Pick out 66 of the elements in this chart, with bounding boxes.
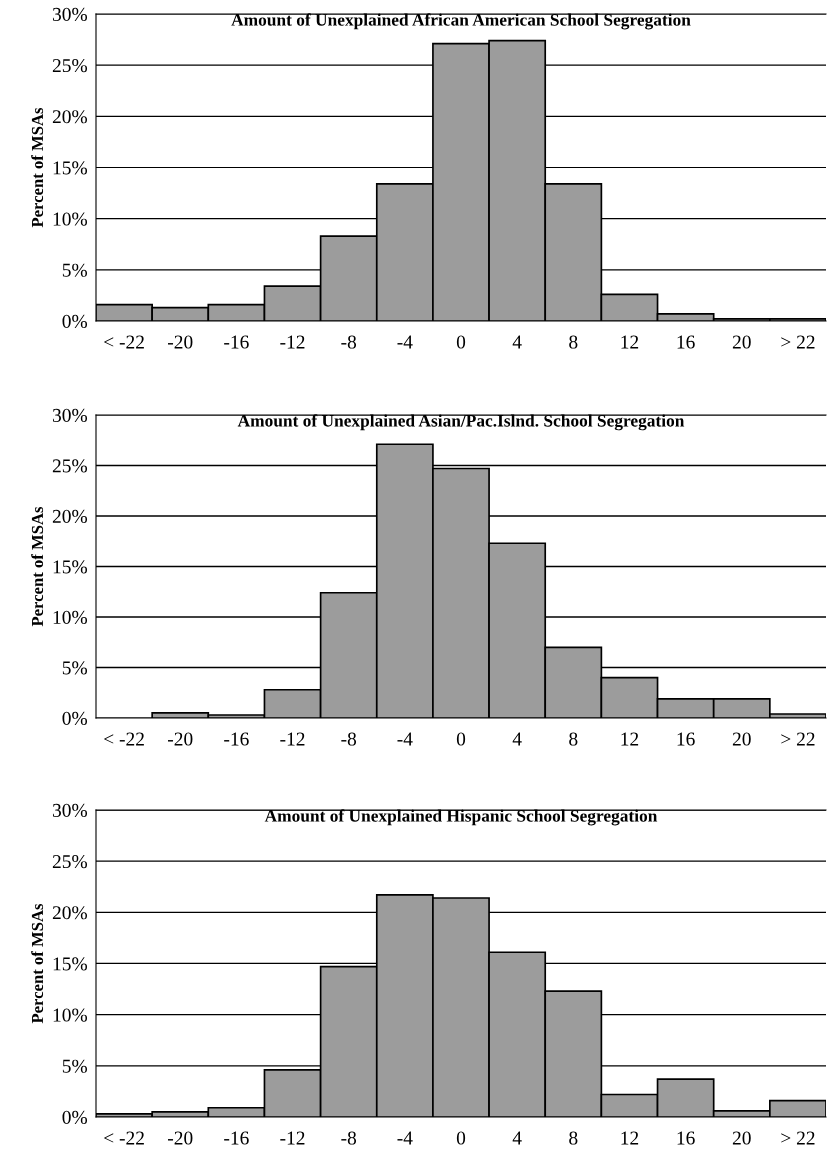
y-axis-title: Percent of MSAs xyxy=(31,506,44,627)
x-tick-label: -20 xyxy=(167,732,193,746)
x-tick-label: 0 xyxy=(456,335,466,349)
chart-title: Amount of Unexplained Asian/Pac.Islnd. School Segregation xyxy=(237,414,685,431)
x-tick-label: -16 xyxy=(224,1131,249,1145)
x-tick-label: 8 xyxy=(569,1131,578,1145)
x-tick-label: -20 xyxy=(167,1131,193,1145)
y-tick-label: 20% xyxy=(52,509,87,523)
x-tick-label: 20 xyxy=(732,732,751,746)
y-tick-label: 0% xyxy=(62,314,87,328)
x-tick-label: 12 xyxy=(621,1131,639,1145)
y-tick-label: 5% xyxy=(62,1059,87,1073)
y-tick-label: 10% xyxy=(53,212,87,226)
y-tick-label: 25% xyxy=(52,854,87,869)
x-tick-label: -16 xyxy=(224,335,249,349)
x-tick-label: -8 xyxy=(341,1131,357,1145)
x-tick-label: 20 xyxy=(732,1131,751,1145)
y-tick-label: 15% xyxy=(53,560,87,574)
x-tick-label: 4 xyxy=(512,732,522,746)
y-tick-label: 10% xyxy=(53,610,87,624)
y-tick-label: 30% xyxy=(52,7,87,21)
x-tick-label: 16 xyxy=(677,732,695,746)
x-tick-label: < -22 xyxy=(104,335,144,349)
y-tick-label: 15% xyxy=(53,161,87,175)
x-tick-label: > 22 xyxy=(781,335,815,349)
x-tick-label: 16 xyxy=(677,335,695,349)
x-tick-label: -4 xyxy=(397,335,413,349)
x-tick-label: 4 xyxy=(512,1131,522,1145)
x-tick-label: -4 xyxy=(397,732,413,746)
y-tick-label: 30% xyxy=(52,408,87,422)
chart-title: Amount of Unexplained Hispanic School Segregation xyxy=(264,809,658,826)
x-tick-label: 0 xyxy=(456,732,466,746)
x-tick-label: < -22 xyxy=(104,732,144,746)
y-tick-label: 30% xyxy=(52,803,87,817)
y-axis-title: Percent of MSAs xyxy=(31,903,44,1024)
x-tick-label: 12 xyxy=(621,732,639,746)
x-tick-label: 8 xyxy=(569,335,578,349)
x-tick-label: 0 xyxy=(456,1131,466,1145)
x-tick-label: < -22 xyxy=(104,1131,144,1145)
y-tick-label: 0% xyxy=(62,711,87,725)
x-tick-label: -20 xyxy=(167,335,193,349)
x-tick-label: 4 xyxy=(512,335,522,349)
y-tick-label: 0% xyxy=(62,1110,87,1124)
x-tick-label: -8 xyxy=(341,335,357,349)
x-tick-label: -16 xyxy=(224,732,249,746)
x-tick-label: 20 xyxy=(732,335,751,349)
y-tick-label: 25% xyxy=(52,58,87,73)
x-tick-label: -4 xyxy=(397,1131,413,1145)
y-tick-label: 5% xyxy=(62,263,87,277)
x-tick-label: 8 xyxy=(569,732,578,746)
x-tick-label: -12 xyxy=(280,732,305,746)
y-tick-label: 5% xyxy=(62,661,87,675)
y-tick-label: 20% xyxy=(52,110,87,124)
y-tick-label: 15% xyxy=(53,957,87,971)
x-tick-label: > 22 xyxy=(781,1131,815,1145)
y-tick-label: 25% xyxy=(52,459,87,473)
y-tick-label: 20% xyxy=(52,906,87,920)
x-tick-label: > 22 xyxy=(781,732,815,746)
x-tick-label: 12 xyxy=(621,335,639,349)
y-tick-label: 10% xyxy=(53,1008,87,1022)
chart-title: Amount of Unexplained African American School Segregation xyxy=(231,13,691,30)
x-tick-label: -12 xyxy=(280,335,305,349)
y-axis-title: Percent of MSAs xyxy=(31,107,44,228)
x-tick-label: 16 xyxy=(677,1131,695,1145)
x-tick-label: -12 xyxy=(280,1131,305,1145)
x-tick-label: -8 xyxy=(341,732,357,746)
